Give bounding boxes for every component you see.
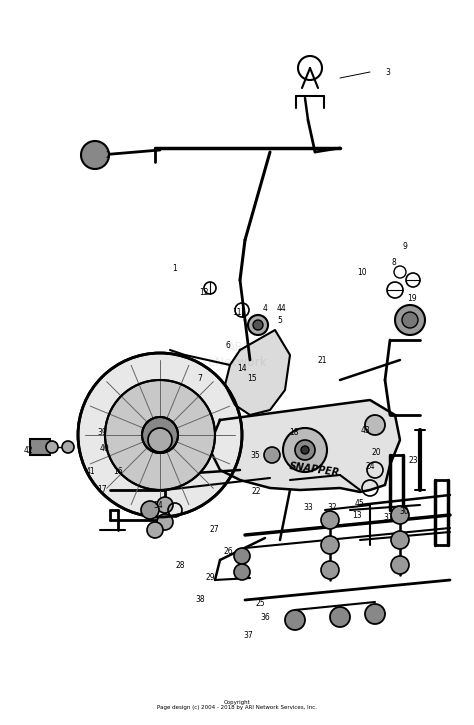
Text: 24: 24 xyxy=(365,462,375,471)
Text: 20: 20 xyxy=(371,447,381,457)
Text: 4: 4 xyxy=(263,304,267,312)
Polygon shape xyxy=(210,400,400,492)
Text: 13: 13 xyxy=(352,512,362,521)
Text: 25: 25 xyxy=(255,600,265,608)
Text: 3: 3 xyxy=(385,67,391,77)
Text: 21: 21 xyxy=(317,355,327,365)
Text: 44: 44 xyxy=(277,304,287,312)
Circle shape xyxy=(391,506,409,524)
Text: 28: 28 xyxy=(175,561,185,571)
Circle shape xyxy=(46,441,58,453)
Circle shape xyxy=(391,531,409,549)
Circle shape xyxy=(295,440,315,460)
Circle shape xyxy=(157,497,173,513)
Circle shape xyxy=(62,441,74,453)
Text: SNAPPER: SNAPPER xyxy=(289,462,341,478)
Circle shape xyxy=(105,380,215,490)
Text: 16: 16 xyxy=(113,468,123,476)
Text: 6: 6 xyxy=(226,341,230,349)
Circle shape xyxy=(142,417,178,453)
Circle shape xyxy=(321,536,339,554)
Text: 12: 12 xyxy=(199,288,209,297)
Circle shape xyxy=(365,415,385,435)
Text: 39: 39 xyxy=(97,428,107,436)
Circle shape xyxy=(402,312,418,328)
Circle shape xyxy=(148,428,172,452)
Text: 36: 36 xyxy=(260,613,270,623)
Text: 18: 18 xyxy=(289,428,299,436)
Text: 37: 37 xyxy=(243,631,253,639)
Text: 10: 10 xyxy=(357,268,367,276)
Text: Copyright
Page design (c) 2004 - 2018 by ARI Network Services, Inc.: Copyright Page design (c) 2004 - 2018 by… xyxy=(157,700,317,710)
Circle shape xyxy=(147,522,163,538)
Text: 15: 15 xyxy=(247,373,257,383)
Circle shape xyxy=(283,428,327,472)
Text: 43: 43 xyxy=(361,426,371,434)
Circle shape xyxy=(365,604,385,624)
Text: 2: 2 xyxy=(106,151,110,160)
FancyBboxPatch shape xyxy=(30,439,50,455)
Circle shape xyxy=(321,511,339,529)
Text: 31: 31 xyxy=(383,513,393,523)
Text: 22: 22 xyxy=(251,487,261,497)
Circle shape xyxy=(321,561,339,579)
Text: 34: 34 xyxy=(153,500,163,510)
Text: 7: 7 xyxy=(198,373,202,383)
Text: 23: 23 xyxy=(408,455,418,465)
Text: 45: 45 xyxy=(355,500,365,508)
Text: 11: 11 xyxy=(232,307,242,317)
Circle shape xyxy=(157,514,173,530)
Text: 19: 19 xyxy=(407,294,417,302)
Text: 27: 27 xyxy=(209,526,219,534)
Circle shape xyxy=(391,556,409,574)
Circle shape xyxy=(264,447,280,463)
Text: 42: 42 xyxy=(23,445,33,455)
Text: 9: 9 xyxy=(402,241,408,251)
Circle shape xyxy=(285,610,305,630)
Text: 32: 32 xyxy=(327,503,337,513)
Text: 1: 1 xyxy=(173,263,177,273)
Polygon shape xyxy=(225,330,290,415)
Circle shape xyxy=(78,353,242,517)
Circle shape xyxy=(330,607,350,627)
Text: 35: 35 xyxy=(250,450,260,460)
Text: 8: 8 xyxy=(392,257,396,267)
Circle shape xyxy=(253,320,263,330)
Text: 33: 33 xyxy=(303,503,313,513)
Circle shape xyxy=(248,315,268,335)
Circle shape xyxy=(395,305,425,335)
Text: 26: 26 xyxy=(223,547,233,557)
Circle shape xyxy=(234,548,250,564)
Text: 14: 14 xyxy=(237,363,247,373)
Text: 29: 29 xyxy=(205,573,215,582)
Text: ARI
eNetwork: ARI eNetwork xyxy=(207,341,267,369)
Text: 40: 40 xyxy=(100,444,110,452)
Circle shape xyxy=(234,564,250,580)
Circle shape xyxy=(81,141,109,169)
Text: 38: 38 xyxy=(195,595,205,605)
Text: 5: 5 xyxy=(278,315,283,325)
Circle shape xyxy=(301,446,309,454)
Circle shape xyxy=(141,501,159,519)
Text: 30: 30 xyxy=(399,507,409,516)
Text: 17: 17 xyxy=(97,486,107,494)
Text: 41: 41 xyxy=(85,468,95,476)
